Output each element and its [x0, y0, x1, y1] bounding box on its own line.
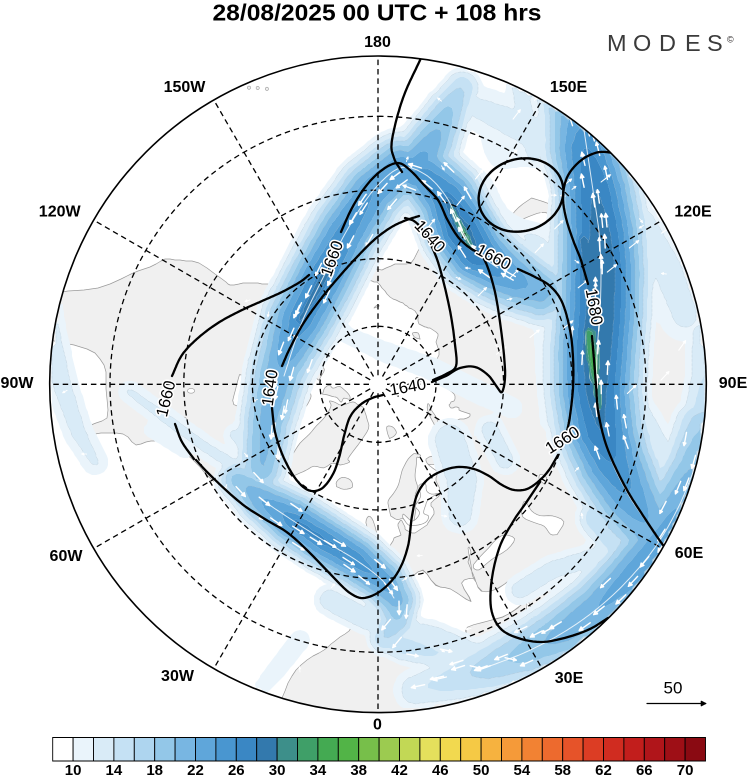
svg-text:180: 180: [364, 34, 391, 51]
svg-text:42: 42: [391, 762, 408, 779]
svg-text:50: 50: [473, 762, 490, 779]
svg-text:M: M: [607, 30, 627, 56]
svg-text:60W: 60W: [50, 548, 84, 565]
svg-text:S: S: [707, 30, 723, 56]
svg-text:70: 70: [677, 762, 694, 779]
svg-text:38: 38: [350, 762, 367, 779]
svg-text:46: 46: [432, 762, 449, 779]
svg-text:26: 26: [228, 762, 245, 779]
svg-text:150W: 150W: [164, 79, 207, 96]
svg-text:150E: 150E: [550, 79, 588, 96]
svg-text:10: 10: [65, 762, 82, 779]
svg-text:30W: 30W: [161, 668, 195, 685]
svg-text:34: 34: [310, 762, 327, 779]
svg-text:D: D: [659, 30, 676, 56]
svg-text:22: 22: [187, 762, 204, 779]
svg-text:62: 62: [595, 762, 612, 779]
svg-text:50: 50: [664, 678, 683, 697]
svg-text:18: 18: [146, 762, 163, 779]
svg-text:60E: 60E: [675, 545, 704, 562]
svg-text:58: 58: [554, 762, 571, 779]
svg-text:120W: 120W: [39, 204, 82, 221]
svg-text:28/08/2025 00 UTC + 108 hrs: 28/08/2025 00 UTC + 108 hrs: [213, 0, 542, 26]
svg-text:0: 0: [373, 717, 382, 734]
svg-text:90E: 90E: [719, 375, 748, 392]
svg-text:66: 66: [636, 762, 653, 779]
svg-text:30E: 30E: [555, 670, 584, 687]
svg-text:14: 14: [106, 762, 123, 779]
svg-text:120E: 120E: [674, 204, 712, 221]
svg-text:E: E: [685, 30, 701, 56]
svg-text:30: 30: [269, 762, 286, 779]
svg-text:©: ©: [727, 34, 734, 44]
svg-text:54: 54: [514, 762, 531, 779]
svg-text:O: O: [633, 30, 651, 56]
svg-text:90W: 90W: [1, 375, 35, 392]
